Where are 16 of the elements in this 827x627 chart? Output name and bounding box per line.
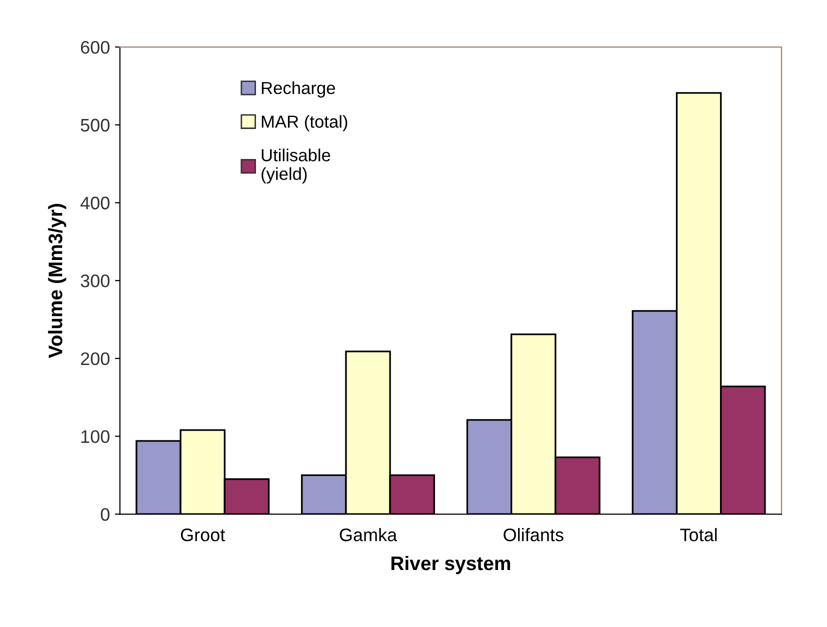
y-tick-label: 600	[80, 40, 110, 54]
x-axis-title: River system	[391, 556, 510, 574]
x-tick-label: Total	[680, 528, 717, 542]
legend-label: MAR (total)	[262, 115, 348, 132]
legend-label: Recharge	[262, 81, 335, 98]
y-tick-label: 0	[100, 508, 110, 521]
y-tick-label: 400	[80, 196, 110, 210]
y-tick-label: 200	[80, 352, 110, 366]
y-tick-label: 100	[81, 430, 110, 444]
x-tick-label: Olifants	[504, 528, 564, 542]
y-axis-title: Volume (Mm3/yr)	[48, 204, 66, 358]
x-tick-label: Groot	[180, 528, 226, 542]
y-tick-label: 500	[80, 118, 110, 132]
legend-label: Utilisable (yield)	[262, 148, 330, 184]
x-tick-label: Gamka	[340, 528, 398, 542]
y-tick-label: 300	[80, 274, 110, 288]
